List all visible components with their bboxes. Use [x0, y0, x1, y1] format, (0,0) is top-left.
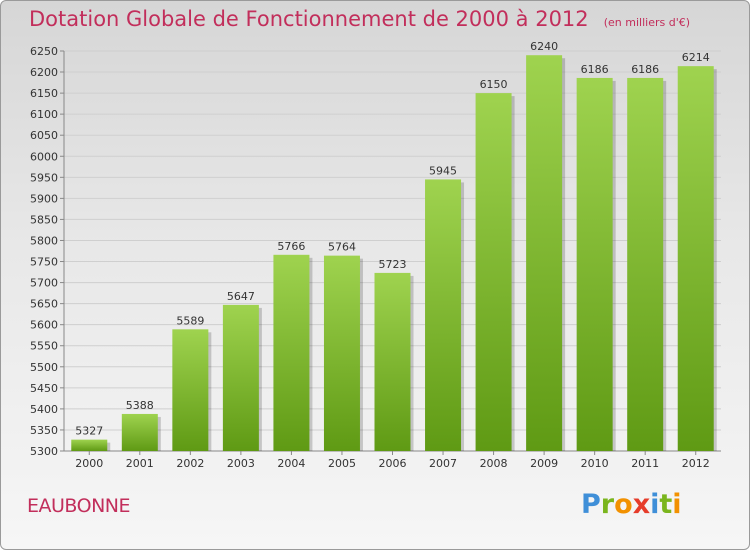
logo-letter: i [650, 489, 660, 520]
bar-2012 [677, 66, 714, 451]
x-tick-label: 2008 [480, 457, 508, 470]
bar-2007 [425, 179, 462, 451]
x-tick-label: 2000 [75, 457, 103, 470]
logo-letter: r [600, 489, 615, 520]
bar-value-label: 5766 [277, 240, 305, 253]
chart-title-line: Dotation Globale de Fonctionnement de 20… [29, 7, 690, 31]
bar-value-label: 5589 [176, 314, 204, 327]
bar-value-label: 6186 [631, 63, 659, 76]
y-tick-label: 6150 [30, 87, 58, 100]
y-tick-label: 5300 [30, 445, 58, 458]
logo-letter: i [672, 489, 682, 520]
bar-2008 [475, 93, 512, 452]
y-tick-label: 5350 [30, 424, 58, 437]
bar-2009 [526, 55, 563, 452]
bar-2000 [71, 439, 108, 451]
logo-letter: x [632, 489, 651, 520]
y-tick-label: 5650 [30, 298, 58, 311]
y-tick-label: 6100 [30, 108, 58, 121]
bar-value-label: 6214 [682, 51, 710, 64]
bar-2004 [273, 254, 310, 451]
bar-2005 [323, 255, 360, 451]
bar-2001 [121, 413, 158, 451]
y-tick-label: 5900 [30, 192, 58, 205]
x-tick-label: 2007 [429, 457, 457, 470]
bar-value-label: 6186 [581, 63, 609, 76]
x-tick-label: 2012 [682, 457, 710, 470]
x-tick-label: 2002 [176, 457, 204, 470]
bar-value-label: 5723 [379, 258, 407, 271]
bar-value-label: 5945 [429, 164, 457, 177]
x-tick-label: 2004 [277, 457, 305, 470]
y-tick-label: 5450 [30, 382, 58, 395]
y-tick-label: 5400 [30, 403, 58, 416]
x-tick-label: 2003 [227, 457, 255, 470]
logo-letter: P [581, 489, 601, 520]
y-tick-label: 5550 [30, 340, 58, 353]
x-tick-label: 2001 [126, 457, 154, 470]
bar-value-label: 5327 [75, 425, 103, 438]
y-tick-label: 6250 [30, 45, 58, 58]
logo-letter: t [659, 489, 673, 520]
bar-value-label: 5647 [227, 290, 255, 303]
y-tick-label: 5500 [30, 361, 58, 374]
x-tick-label: 2006 [379, 457, 407, 470]
labels: 5327 2000 5388 2001 5589 2002 5647 2003 5766 2004… [75, 40, 709, 470]
y-tick-label: 6000 [30, 150, 58, 163]
y-tick-label: 5700 [30, 277, 58, 290]
bar-value-label: 5764 [328, 241, 356, 254]
bars [71, 55, 717, 452]
bar-2011 [627, 77, 664, 452]
y-tick-label: 6050 [30, 129, 58, 142]
bar-value-label: 6150 [480, 78, 508, 91]
commune-name: EAUBONNE [27, 495, 131, 517]
y-tick-label: 5800 [30, 234, 58, 247]
y-tick-label: 6200 [30, 66, 58, 79]
y-tick-label: 5950 [30, 171, 58, 184]
y-tick-label: 5600 [30, 319, 58, 332]
x-tick-label: 2011 [631, 457, 659, 470]
bar-2002 [172, 329, 209, 451]
y-tick-label: 5750 [30, 256, 58, 269]
chart-subtitle: (en milliers d'€) [603, 16, 691, 29]
bar-2006 [374, 272, 411, 451]
bar-value-label: 6240 [530, 40, 558, 53]
logo-letter: o [614, 489, 633, 520]
y-tick-label: 5850 [30, 213, 58, 226]
bar-value-label: 5388 [126, 399, 154, 412]
x-tick-label: 2005 [328, 457, 356, 470]
bar-2003 [222, 304, 259, 451]
proxiti-logo: Proxiti [581, 489, 682, 520]
bar-2010 [576, 77, 613, 452]
x-tick-label: 2009 [530, 457, 558, 470]
x-tick-label: 2010 [581, 457, 609, 470]
chart-title: Dotation Globale de Fonctionnement de 20… [29, 7, 589, 31]
